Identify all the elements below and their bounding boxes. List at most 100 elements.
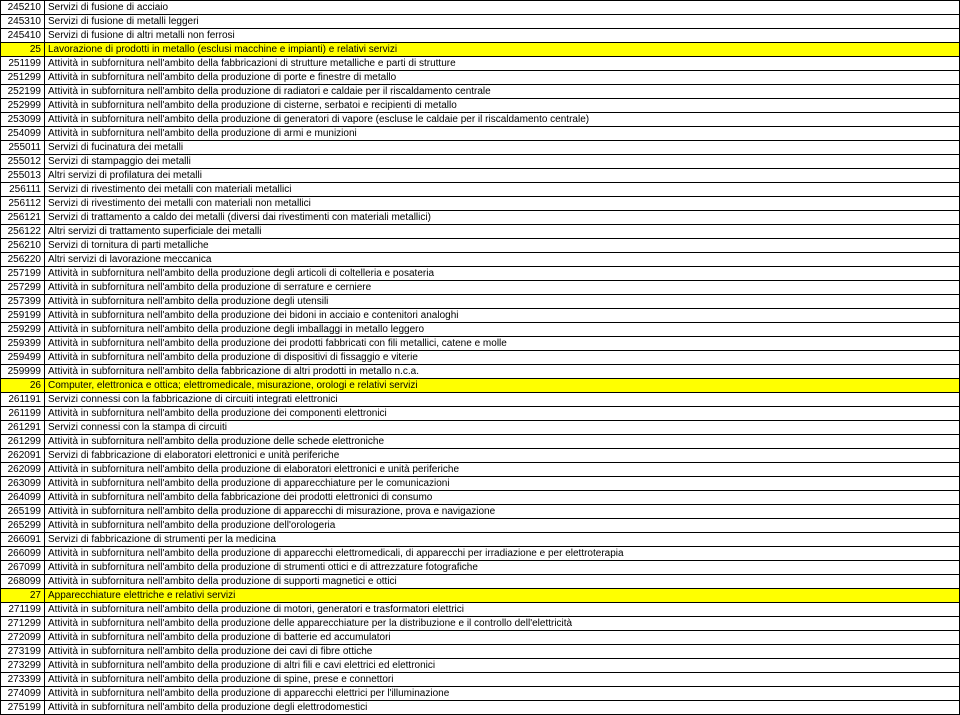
code-cell: 253099 [1, 113, 45, 127]
table-row: 266091Servizi di fabbricazione di strume… [1, 533, 960, 547]
table-row: 245410Servizi di fusione di altri metall… [1, 29, 960, 43]
code-cell: 257199 [1, 267, 45, 281]
code-cell: 256210 [1, 239, 45, 253]
code-cell: 256121 [1, 211, 45, 225]
code-cell: 256220 [1, 253, 45, 267]
code-cell: 251299 [1, 71, 45, 85]
code-cell: 265199 [1, 505, 45, 519]
code-cell: 261199 [1, 407, 45, 421]
table-row: 264099Attività in subfornitura nell'ambi… [1, 491, 960, 505]
description-cell: Attività in subfornitura nell'ambito del… [45, 127, 960, 141]
code-cell: 262091 [1, 449, 45, 463]
description-cell: Attività in subfornitura nell'ambito del… [45, 267, 960, 281]
table-row: 268099Attività in subfornitura nell'ambi… [1, 575, 960, 589]
table-row: 256112Servizi di rivestimento dei metall… [1, 197, 960, 211]
description-cell: Altri servizi di trattamento superficial… [45, 225, 960, 239]
table-row: 251199Attività in subfornitura nell'ambi… [1, 57, 960, 71]
table-row: 252999Attività in subfornitura nell'ambi… [1, 99, 960, 113]
code-cell: 245310 [1, 15, 45, 29]
code-cell: 271299 [1, 617, 45, 631]
table-row: 272099Attività in subfornitura nell'ambi… [1, 631, 960, 645]
table-row: 261299Attività in subfornitura nell'ambi… [1, 435, 960, 449]
code-cell: 265299 [1, 519, 45, 533]
table-row: 256111Servizi di rivestimento dei metall… [1, 183, 960, 197]
description-cell: Altri servizi di profilatura dei metalli [45, 169, 960, 183]
table-row: 266099Attività in subfornitura nell'ambi… [1, 547, 960, 561]
table-row: 262091Servizi di fabbricazione di elabor… [1, 449, 960, 463]
code-cell: 272099 [1, 631, 45, 645]
code-cell: 273399 [1, 673, 45, 687]
description-cell: Attività in subfornitura nell'ambito del… [45, 687, 960, 701]
table-row: 265299Attività in subfornitura nell'ambi… [1, 519, 960, 533]
code-cell: 259399 [1, 337, 45, 351]
description-cell: Attività in subfornitura nell'ambito del… [45, 575, 960, 589]
classification-table: 245210Servizi di fusione di acciaio24531… [0, 0, 960, 715]
code-cell: 252999 [1, 99, 45, 113]
code-cell: 245410 [1, 29, 45, 43]
description-cell: Attività in subfornitura nell'ambito del… [45, 659, 960, 673]
table-row: 257399Attività in subfornitura nell'ambi… [1, 295, 960, 309]
table-row: 259999Attività in subfornitura nell'ambi… [1, 365, 960, 379]
code-cell: 255012 [1, 155, 45, 169]
description-cell: Servizi di fabbricazione di elaboratori … [45, 449, 960, 463]
table-row: 271299Attività in subfornitura nell'ambi… [1, 617, 960, 631]
code-cell: 273199 [1, 645, 45, 659]
description-cell: Attività in subfornitura nell'ambito del… [45, 71, 960, 85]
table-row: 261191Servizi connessi con la fabbricazi… [1, 393, 960, 407]
table-row: 271199Attività in subfornitura nell'ambi… [1, 603, 960, 617]
table-row: 259199Attività in subfornitura nell'ambi… [1, 309, 960, 323]
description-cell: Servizi di stampaggio dei metalli [45, 155, 960, 169]
table-row: 261199Attività in subfornitura nell'ambi… [1, 407, 960, 421]
description-cell: Servizi di fabbricazione di strumenti pe… [45, 533, 960, 547]
code-cell: 251199 [1, 57, 45, 71]
table-row: 254099Attività in subfornitura nell'ambi… [1, 127, 960, 141]
table-row: 245210Servizi di fusione di acciaio [1, 1, 960, 15]
description-cell: Attività in subfornitura nell'ambito del… [45, 365, 960, 379]
description-cell: Servizi di rivestimento dei metalli con … [45, 183, 960, 197]
table-row: 255013Altri servizi di profilatura dei m… [1, 169, 960, 183]
code-cell: 259499 [1, 351, 45, 365]
table-row: 256121Servizi di trattamento a caldo dei… [1, 211, 960, 225]
table-row: 273399Attività in subfornitura nell'ambi… [1, 673, 960, 687]
description-cell: Servizi di fusione di metalli leggeri [45, 15, 960, 29]
description-cell: Attività in subfornitura nell'ambito del… [45, 295, 960, 309]
code-cell: 25 [1, 43, 45, 57]
table-row: 273199Attività in subfornitura nell'ambi… [1, 645, 960, 659]
table-row: 255012Servizi di stampaggio dei metalli [1, 155, 960, 169]
table-row: 245310Servizi di fusione di metalli legg… [1, 15, 960, 29]
code-cell: 267099 [1, 561, 45, 575]
code-cell: 261191 [1, 393, 45, 407]
code-cell: 259999 [1, 365, 45, 379]
description-cell: Attività in subfornitura nell'ambito del… [45, 603, 960, 617]
table-row: 26Computer, elettronica e ottica; elettr… [1, 379, 960, 393]
code-cell: 254099 [1, 127, 45, 141]
description-cell: Servizi di tornitura di parti metalliche [45, 239, 960, 253]
description-cell: Attività in subfornitura nell'ambito del… [45, 323, 960, 337]
table-row: 259399Attività in subfornitura nell'ambi… [1, 337, 960, 351]
code-cell: 275199 [1, 701, 45, 715]
description-cell: Attività in subfornitura nell'ambito del… [45, 673, 960, 687]
code-cell: 257399 [1, 295, 45, 309]
description-cell: Attività in subfornitura nell'ambito del… [45, 281, 960, 295]
description-cell: Servizi di trattamento a caldo dei metal… [45, 211, 960, 225]
table-row: 257199Attività in subfornitura nell'ambi… [1, 267, 960, 281]
code-cell: 274099 [1, 687, 45, 701]
table-row: 265199Attività in subfornitura nell'ambi… [1, 505, 960, 519]
table-row: 263099Attività in subfornitura nell'ambi… [1, 477, 960, 491]
code-cell: 27 [1, 589, 45, 603]
table-row: 253099Attività in subfornitura nell'ambi… [1, 113, 960, 127]
table-row: 256220Altri servizi di lavorazione mecca… [1, 253, 960, 267]
description-cell: Attività in subfornitura nell'ambito del… [45, 477, 960, 491]
description-cell: Attività in subfornitura nell'ambito del… [45, 519, 960, 533]
description-cell: Servizi di fusione di altri metalli non … [45, 29, 960, 43]
table-row: 255011Servizi di fucinatura dei metalli [1, 141, 960, 155]
description-cell: Servizi di fucinatura dei metalli [45, 141, 960, 155]
code-cell: 262099 [1, 463, 45, 477]
table-row: 25Lavorazione di prodotti in metallo (es… [1, 43, 960, 57]
description-cell: Attività in subfornitura nell'ambito del… [45, 463, 960, 477]
table-row: 267099Attività in subfornitura nell'ambi… [1, 561, 960, 575]
description-cell: Attività in subfornitura nell'ambito del… [45, 113, 960, 127]
description-cell: Attività in subfornitura nell'ambito del… [45, 491, 960, 505]
table-row: 252199Attività in subfornitura nell'ambi… [1, 85, 960, 99]
code-cell: 266099 [1, 547, 45, 561]
